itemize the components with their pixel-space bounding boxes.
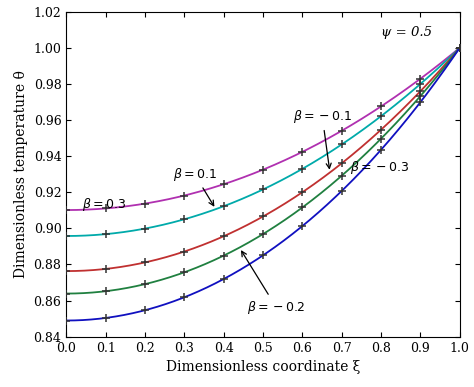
X-axis label: Dimensionless coordinate ξ: Dimensionless coordinate ξ <box>166 360 360 374</box>
Text: $\beta = 0.3$: $\beta = 0.3$ <box>82 196 126 213</box>
Text: $\beta = -0.3$: $\beta = -0.3$ <box>350 159 409 176</box>
Text: $\beta = -0.1$: $\beta = -0.1$ <box>292 108 352 168</box>
Text: $\beta = 0.1$: $\beta = 0.1$ <box>173 166 217 205</box>
Y-axis label: Dimensionless temperature θ: Dimensionless temperature θ <box>14 70 28 278</box>
Text: ψ = 0.5: ψ = 0.5 <box>381 26 432 39</box>
Text: $\beta = -0.2$: $\beta = -0.2$ <box>242 251 306 317</box>
